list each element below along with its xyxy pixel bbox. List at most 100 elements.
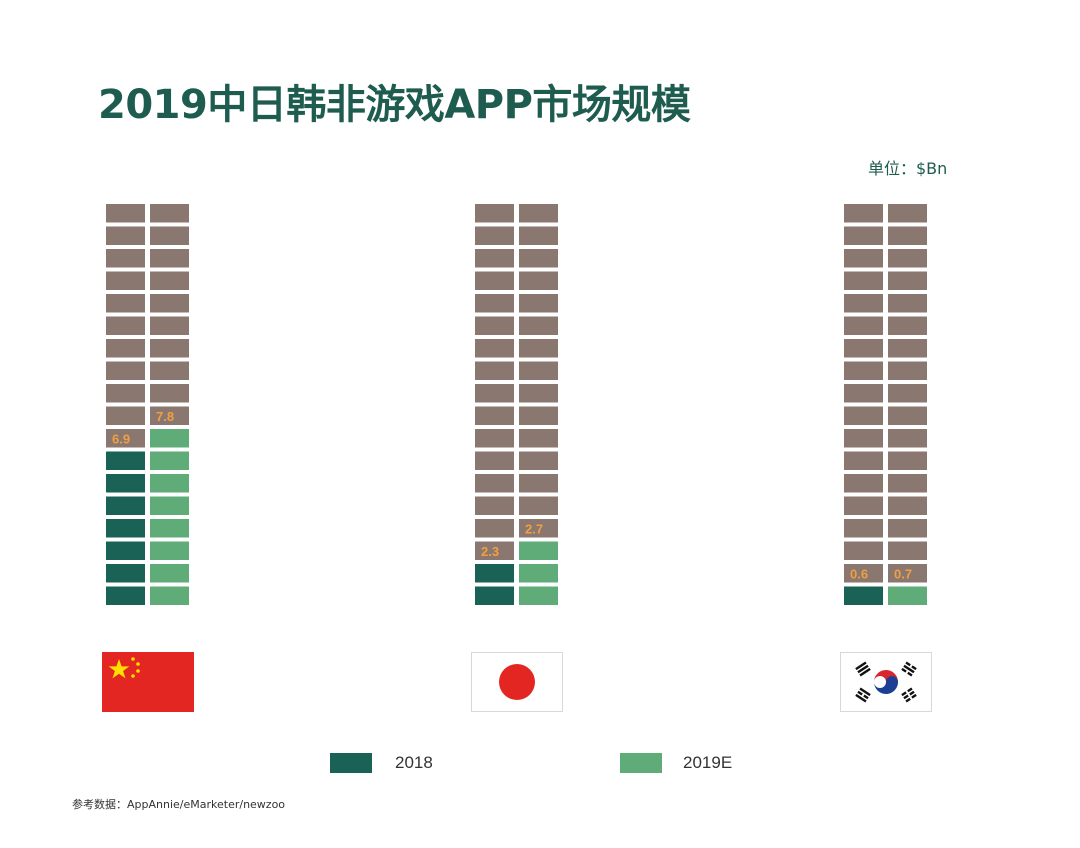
bar-block-empty [844, 384, 883, 403]
bar-chart: 6.9 7.8 2.3 2.7 0.6 0.7 [106, 204, 927, 605]
bar-block-empty [844, 564, 883, 583]
bar-block-empty [844, 294, 883, 313]
bar-block-filled [150, 519, 189, 538]
legend-swatch-2018 [330, 753, 372, 773]
bar-block-empty [888, 226, 927, 245]
bar-block-filled [150, 541, 189, 560]
bar-block-filled [150, 586, 189, 605]
bar-block-empty [844, 519, 883, 538]
bar-block-empty [519, 496, 558, 515]
bar-block-filled [106, 564, 145, 583]
bar-block-empty [519, 451, 558, 470]
bar-block-filled [106, 496, 145, 515]
bar-block-filled [106, 451, 145, 470]
bar-block-empty [844, 271, 883, 290]
bar-block-empty [519, 226, 558, 245]
bar-block-filled [888, 586, 927, 605]
bar-block-empty [519, 204, 558, 223]
bar-block-empty [519, 474, 558, 493]
bar-block-empty [888, 519, 927, 538]
bar-block-empty [150, 226, 189, 245]
bar-block-empty [106, 361, 145, 380]
bar-block-empty [888, 541, 927, 560]
bar-block-empty [106, 384, 145, 403]
bar-block-empty [475, 249, 514, 268]
bar-block-empty [475, 226, 514, 245]
bar-block-filled [150, 496, 189, 515]
bar-block-filled [150, 451, 189, 470]
bar-block-empty [150, 204, 189, 223]
bar-block-empty [475, 474, 514, 493]
bar-block-filled [519, 586, 558, 605]
bar-block-empty [106, 429, 145, 448]
bar-block-filled [844, 586, 883, 605]
data-label: 7.8 [156, 409, 174, 424]
bar-block-empty [519, 271, 558, 290]
bar-block-empty [106, 226, 145, 245]
bar-block-empty [844, 496, 883, 515]
legend-label-2018: 2018 [395, 753, 433, 772]
bar-block-filled [150, 429, 189, 448]
bar-block-empty [888, 429, 927, 448]
bar-block-filled [106, 541, 145, 560]
bar-block-empty [519, 361, 558, 380]
bar-block-empty [150, 339, 189, 358]
bar-block-empty [106, 339, 145, 358]
bar-block-filled [150, 564, 189, 583]
bar-block-empty [888, 384, 927, 403]
bar-block-empty [844, 474, 883, 493]
bar-block-filled [106, 474, 145, 493]
bar-block-empty [844, 429, 883, 448]
bar-block-empty [888, 271, 927, 290]
bar-block-empty [519, 429, 558, 448]
bar-block-empty [888, 451, 927, 470]
bar-block-empty [519, 406, 558, 425]
bar-block-empty [150, 406, 189, 425]
bar-block-empty [844, 339, 883, 358]
bar-block-empty [475, 406, 514, 425]
unit-label: 单位：$Bn [868, 159, 948, 178]
bar-block-empty [106, 271, 145, 290]
bar-block-empty [475, 541, 514, 560]
bar-block-empty [888, 564, 927, 583]
bar-block-empty [519, 316, 558, 335]
bar-block-empty [888, 204, 927, 223]
bar-block-empty [844, 204, 883, 223]
data-label: 2.3 [481, 544, 499, 559]
bar-block-empty [475, 361, 514, 380]
bar-block-empty [106, 204, 145, 223]
bar-block-empty [150, 316, 189, 335]
bar-block-empty [475, 294, 514, 313]
bar-block-empty [475, 271, 514, 290]
bar-block-empty [106, 406, 145, 425]
bar-block-filled [106, 586, 145, 605]
legend-swatch-2019e [620, 753, 662, 773]
bar-block-empty [150, 249, 189, 268]
bar-block-filled [519, 564, 558, 583]
bar-block-filled [475, 564, 514, 583]
korea-flag-icon [840, 652, 932, 712]
bar-block-empty [150, 294, 189, 313]
data-label: 6.9 [112, 431, 130, 446]
bar-block-empty [106, 249, 145, 268]
japan-flag-icon [471, 652, 563, 712]
data-label: 0.7 [894, 566, 912, 581]
bar-block-empty [106, 316, 145, 335]
china-flag-icon [102, 652, 194, 712]
data-label: 2.7 [525, 521, 543, 536]
bar-block-empty [844, 541, 883, 560]
bar-block-empty [150, 384, 189, 403]
bar-block-empty [844, 226, 883, 245]
bar-block-empty [888, 249, 927, 268]
bar-block-empty [888, 406, 927, 425]
bar-block-empty [844, 249, 883, 268]
bar-block-empty [844, 361, 883, 380]
bar-block-filled [106, 519, 145, 538]
bar-block-empty [888, 361, 927, 380]
bar-block-empty [475, 316, 514, 335]
bar-block-empty [519, 339, 558, 358]
bar-block-empty [475, 519, 514, 538]
page-title: 2019中日韩非游戏APP市场规模 [98, 82, 691, 128]
bar-block-empty [519, 519, 558, 538]
bar-block-empty [475, 451, 514, 470]
